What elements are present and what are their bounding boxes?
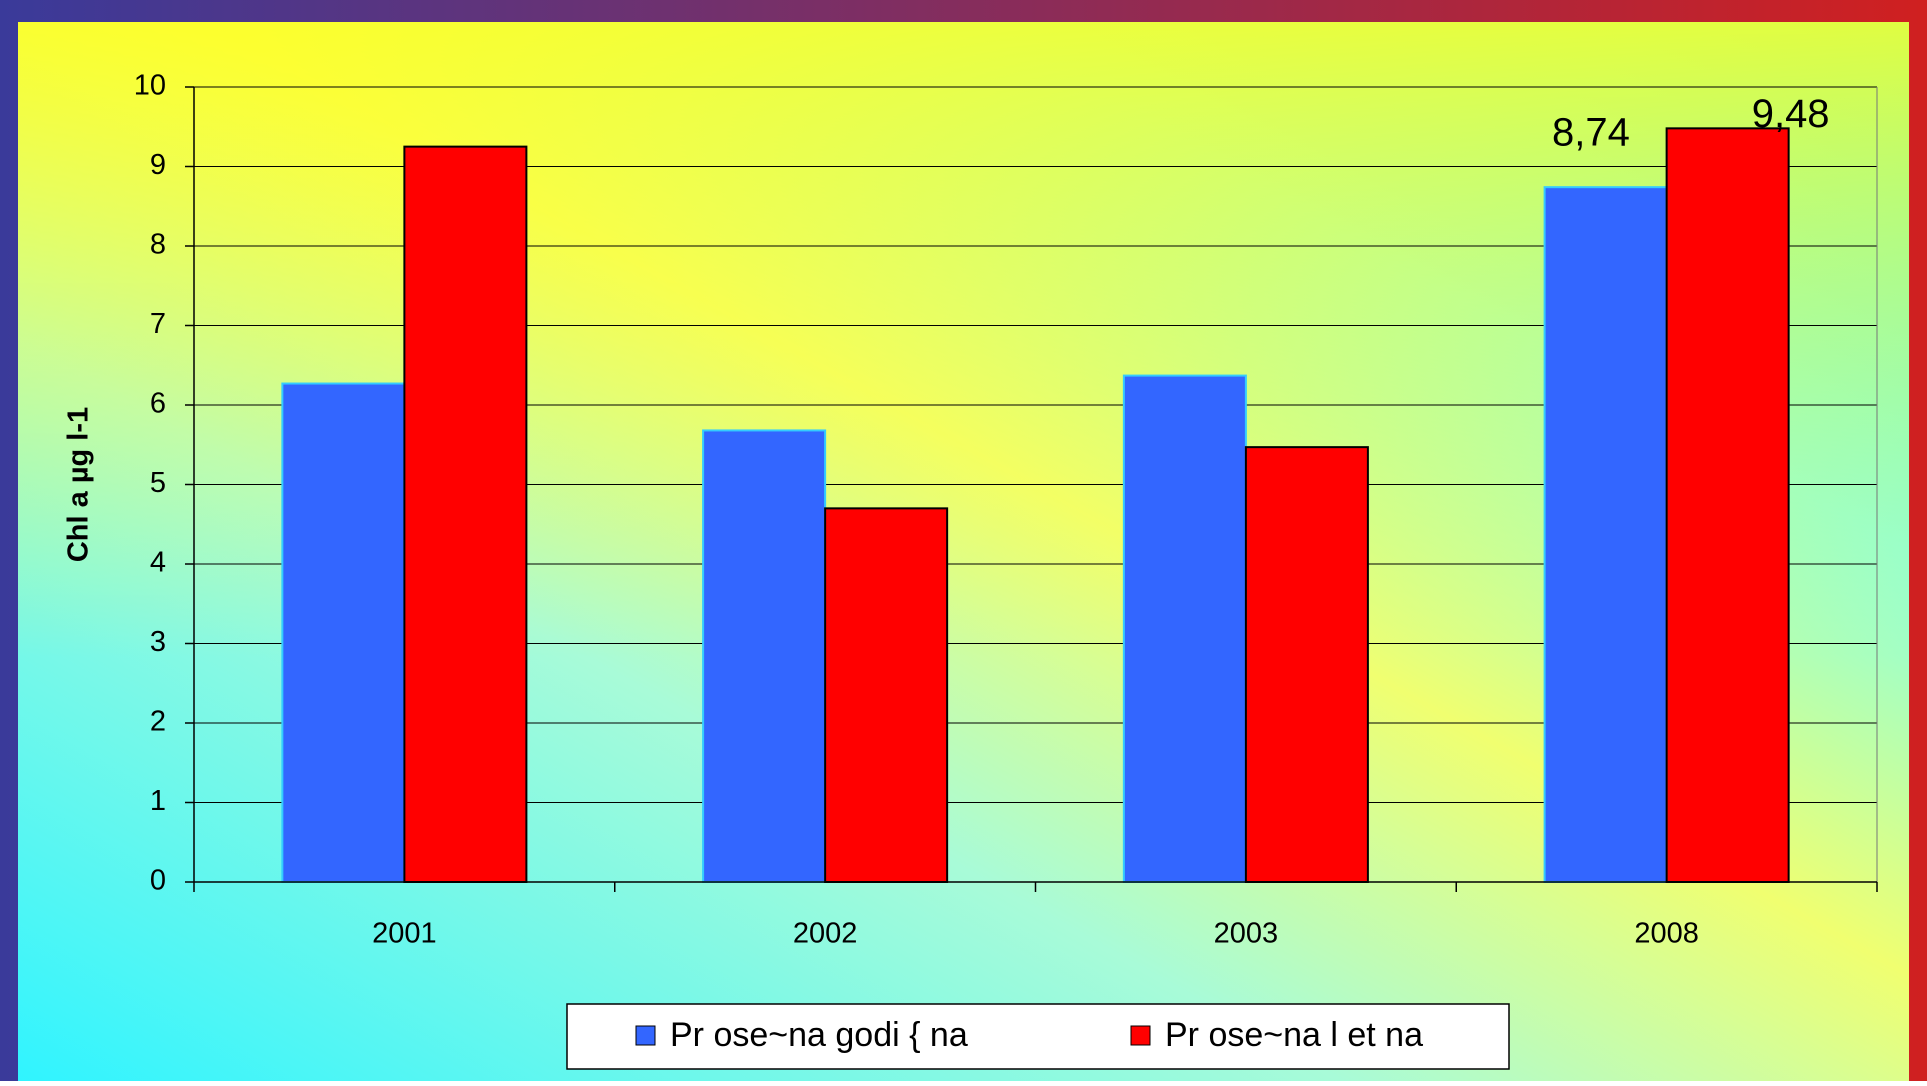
- y-tick-label: 3: [150, 626, 166, 658]
- y-tick-label: 8: [150, 229, 166, 261]
- data-label: 9,48: [1752, 92, 1830, 136]
- data-label: 8,74: [1552, 111, 1630, 155]
- y-tick-label: 1: [150, 785, 166, 817]
- bar: [403, 145, 528, 883]
- bar: [281, 382, 406, 883]
- y-tick-label: 4: [150, 547, 166, 579]
- bar: [1665, 127, 1790, 883]
- y-tick-label: 5: [150, 467, 166, 499]
- y-tick-label: 2: [150, 706, 166, 738]
- x-tick-label: 2002: [793, 918, 858, 950]
- y-axis-label: Chl a µg l-1: [63, 407, 95, 562]
- x-tick-label: 2001: [372, 918, 437, 950]
- legend-label: Pr ose~na l et na: [1165, 1016, 1423, 1054]
- y-tick-label: 6: [150, 388, 166, 420]
- legend-label: Pr ose~na godi { na: [670, 1016, 968, 1054]
- y-tick-label: 0: [150, 865, 166, 897]
- bar: [1543, 186, 1668, 884]
- bar: [702, 429, 827, 883]
- legend-box: [566, 1003, 1510, 1070]
- x-tick-label: 2008: [1634, 918, 1699, 950]
- bar: [824, 507, 949, 883]
- legend-swatch: [635, 1025, 656, 1046]
- y-tick-label: 9: [150, 149, 166, 181]
- bar: [1244, 446, 1369, 883]
- y-tick-label: 10: [134, 70, 166, 102]
- bar: [1122, 374, 1247, 883]
- legend-swatch: [1130, 1025, 1151, 1046]
- x-tick-label: 2003: [1214, 918, 1279, 950]
- y-tick-label: 7: [150, 308, 166, 340]
